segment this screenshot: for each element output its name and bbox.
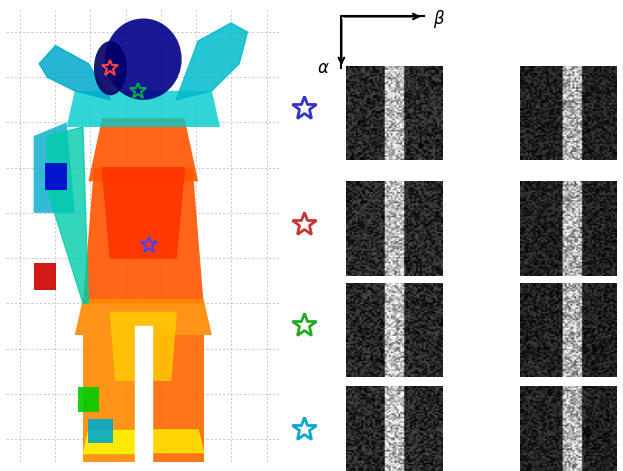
Polygon shape <box>47 127 88 303</box>
Polygon shape <box>39 46 110 100</box>
Ellipse shape <box>105 18 182 100</box>
Polygon shape <box>135 326 151 462</box>
Polygon shape <box>151 335 204 462</box>
Text: β: β <box>433 10 444 28</box>
Text: α: α <box>317 59 328 77</box>
Bar <box>45 163 67 190</box>
Polygon shape <box>176 23 247 100</box>
Polygon shape <box>67 91 220 127</box>
Polygon shape <box>151 430 204 453</box>
Polygon shape <box>88 118 198 181</box>
Polygon shape <box>83 168 204 303</box>
Polygon shape <box>102 168 184 258</box>
Bar <box>77 387 100 412</box>
Polygon shape <box>110 312 176 380</box>
Polygon shape <box>83 430 135 453</box>
Bar <box>34 263 55 290</box>
Ellipse shape <box>94 41 127 95</box>
Polygon shape <box>34 122 75 213</box>
Polygon shape <box>83 335 135 462</box>
Bar <box>88 419 113 444</box>
Polygon shape <box>75 299 212 335</box>
